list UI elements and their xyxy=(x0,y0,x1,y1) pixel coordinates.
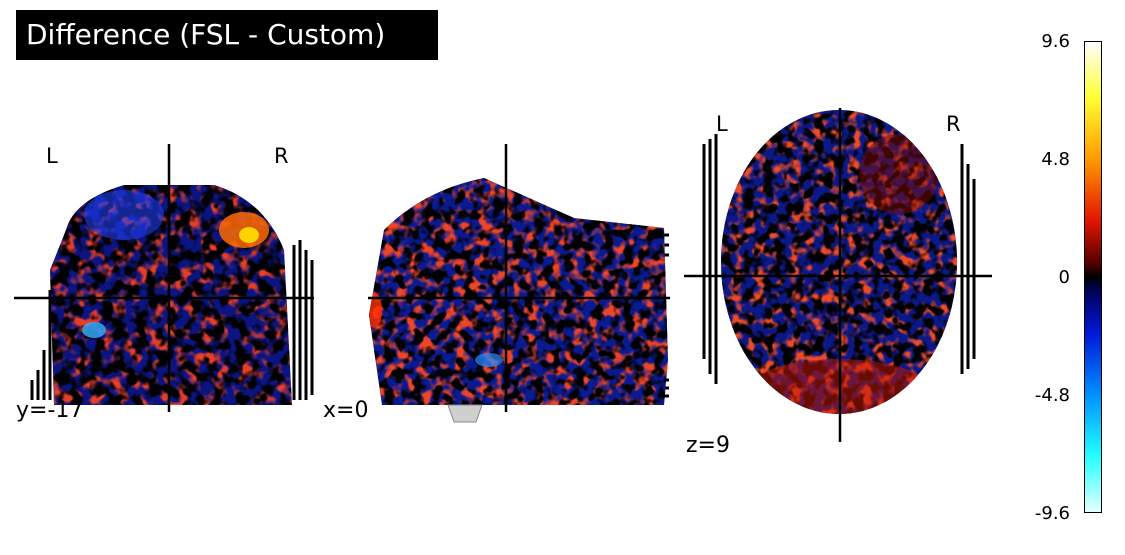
colorbar xyxy=(1084,41,1102,513)
coronal-coordinate: y=-17 xyxy=(16,398,84,423)
axial-slice-image xyxy=(684,108,992,442)
coronal-left-label: L xyxy=(46,144,58,168)
axial-slice-panel: L R xyxy=(684,104,994,444)
colorbar-tick-max: 9.6 xyxy=(1041,31,1070,52)
sagittal-slice-panel xyxy=(314,140,674,430)
colorbar-tick-min: -9.6 xyxy=(1034,503,1070,524)
coronal-right-label: R xyxy=(274,144,289,168)
figure-title: Difference (FSL - Custom) xyxy=(16,10,438,60)
coronal-stripes xyxy=(30,240,314,400)
sagittal-slice-image xyxy=(368,144,670,423)
axial-left-label: L xyxy=(716,112,728,136)
coronal-slice-panel: L R xyxy=(14,140,314,420)
axial-coordinate: z=9 xyxy=(686,433,730,458)
colorbar-tick-lower: -4.8 xyxy=(1034,385,1070,406)
colorbar-tick-upper: 4.8 xyxy=(1041,149,1070,170)
colorbar-tick-zero: 0 xyxy=(1058,267,1070,288)
coronal-slice-image xyxy=(14,144,314,412)
axial-right-label: R xyxy=(946,112,961,136)
sagittal-coordinate: x=0 xyxy=(323,398,369,423)
